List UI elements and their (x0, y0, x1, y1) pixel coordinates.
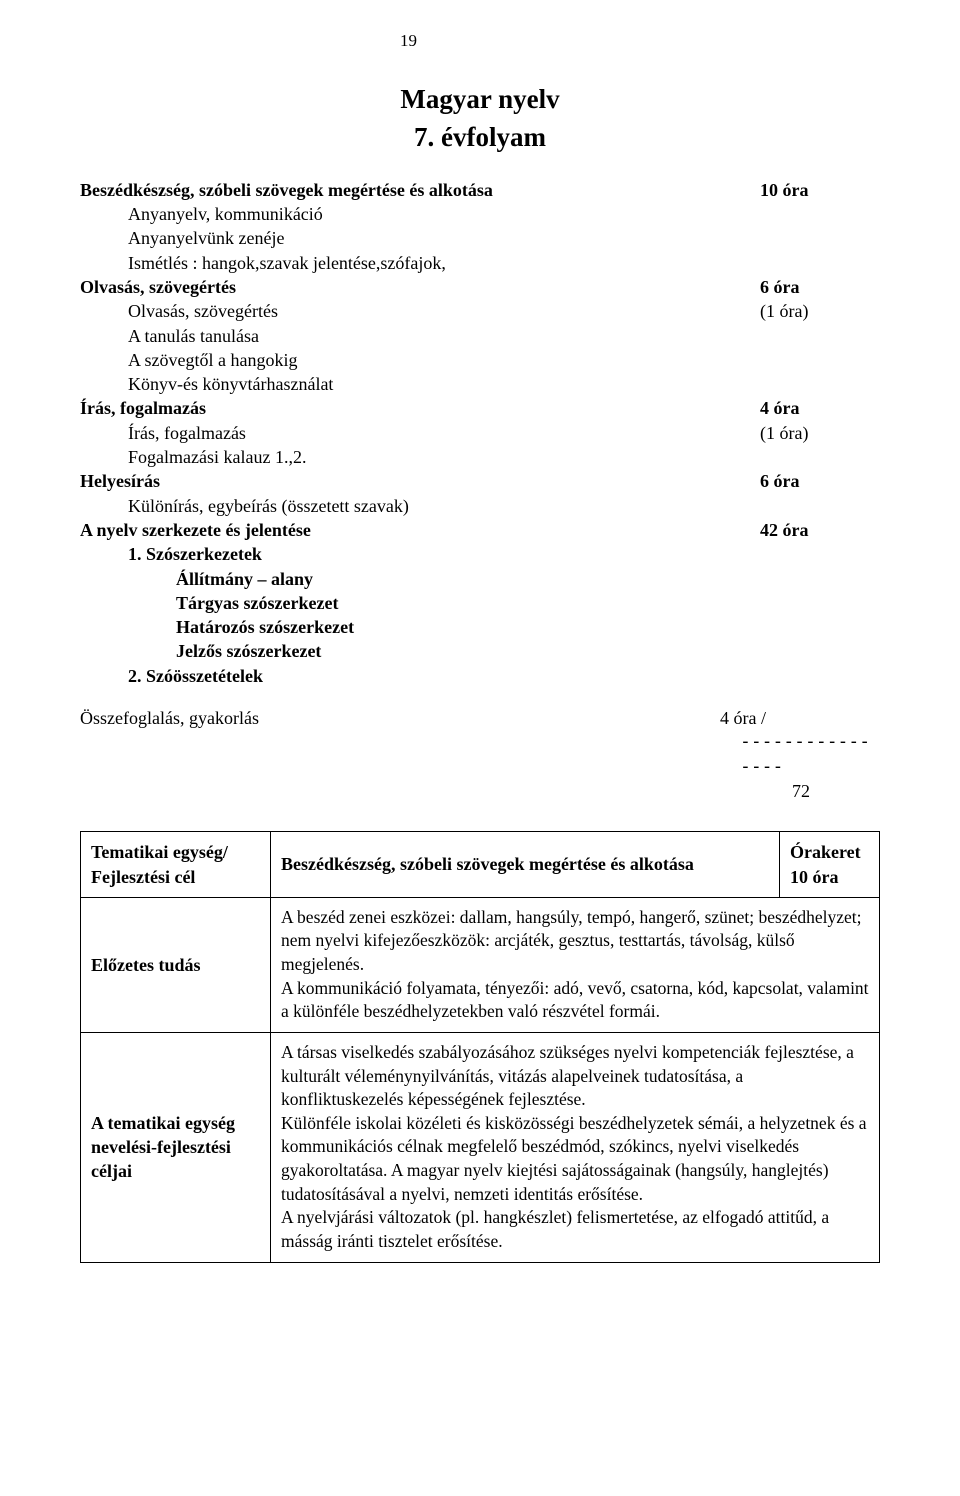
outline-hours (760, 664, 880, 688)
outline-item: Anyanyelv, kommunikáció (80, 202, 760, 226)
summary-label: Összefoglalás, gyakorlás (80, 706, 720, 803)
outline-hours (760, 591, 880, 615)
summary-hours: 4 óra / (720, 708, 766, 728)
outline-item: A tanulás tanulása (80, 324, 760, 348)
cell-orakeret: Órakeret 10 óra (780, 832, 880, 898)
sub-title: 7. évfolyam (80, 119, 880, 155)
outline-item: Jelzős szószerkezet (80, 639, 760, 663)
info-table: Tematikai egység/ Fejlesztési cél Beszéd… (80, 831, 880, 1262)
outline-hours (760, 324, 880, 348)
outline-heading: Helyesírás (80, 469, 760, 493)
outline-hours: (1 óra) (760, 421, 880, 445)
outline-hours: (1 óra) (760, 299, 880, 323)
outline-item: A szövegtől a hangokig (80, 348, 760, 372)
outline-hours: 6 óra (760, 469, 880, 493)
orakeret-label: Órakeret (790, 840, 869, 864)
outline-hours (760, 202, 880, 226)
table-row: A tematikai egység nevelési-fejlesztési … (81, 1032, 880, 1262)
orakeret-value: 10 óra (790, 865, 869, 889)
summary: Összefoglalás, gyakorlás 4 óra / -------… (80, 706, 880, 803)
summary-dashes: ---------------- (720, 730, 880, 779)
outline-item: Olvasás, szövegértés (80, 299, 760, 323)
outline-item: Anyanyelvünk zenéje (80, 226, 760, 250)
main-title: Magyar nyelv (80, 81, 880, 117)
cell-label: Tematikai egység/ Fejlesztési cél (81, 832, 271, 898)
outline-item: Állítmány – alany (80, 567, 760, 591)
outline-hours (760, 567, 880, 591)
outline-hours: 4 óra (760, 396, 880, 420)
outline-hours (760, 251, 880, 275)
outline-hours (760, 445, 880, 469)
outline-subheading: 1. Szószerkezetek (80, 542, 760, 566)
outline-item: Könyv-és könyvtárhasználat (80, 372, 760, 396)
cell-heading: Beszédkészség, szóbeli szövegek megértés… (271, 832, 780, 898)
outline-hours (760, 639, 880, 663)
table-row: Előzetes tudás A beszéd zenei eszközei: … (81, 897, 880, 1032)
outline-item: Határozós szószerkezet (80, 615, 760, 639)
outline-hours (760, 615, 880, 639)
outline-hours: 6 óra (760, 275, 880, 299)
cell-label: Előzetes tudás (81, 897, 271, 1032)
outline-item: Írás, fogalmazás (80, 421, 760, 445)
table-row: Tematikai egység/ Fejlesztési cél Beszéd… (81, 832, 880, 898)
outline-heading: Beszédkészség, szóbeli szövegek megértés… (80, 178, 760, 202)
outline-hours: 10 óra (760, 178, 880, 202)
page-number: 19 (80, 30, 880, 53)
outline-item: Különírás, egybeírás (összetett szavak) (80, 494, 760, 518)
summary-right: 4 óra / ---------------- 72 (720, 706, 880, 803)
outline-heading: Olvasás, szövegértés (80, 275, 760, 299)
outline-heading: A nyelv szerkezete és jelentése (80, 518, 760, 542)
outline-heading: Írás, fogalmazás (80, 396, 760, 420)
cell-body: A társas viselkedés szabályozásához szük… (271, 1032, 880, 1262)
outline-hours (760, 494, 880, 518)
outline-hours (760, 348, 880, 372)
outline-item: Tárgyas szószerkezet (80, 591, 760, 615)
cell-label: A tematikai egység nevelési-fejlesztési … (81, 1032, 271, 1262)
outline-hours (760, 226, 880, 250)
outline-hours (760, 542, 880, 566)
outline-hours: 42 óra (760, 518, 880, 542)
summary-total: 72 (720, 779, 880, 803)
outline-item: Ismétlés : hangok,szavak jelentése,szófa… (80, 251, 760, 275)
outline-subheading: 2. Szóösszetételek (80, 664, 760, 688)
outline-hours (760, 372, 880, 396)
outline: Beszédkészség, szóbeli szövegek megértés… (80, 178, 880, 688)
outline-item: Fogalmazási kalauz 1.,2. (80, 445, 760, 469)
cell-body: A beszéd zenei eszközei: dallam, hangsúl… (271, 897, 880, 1032)
